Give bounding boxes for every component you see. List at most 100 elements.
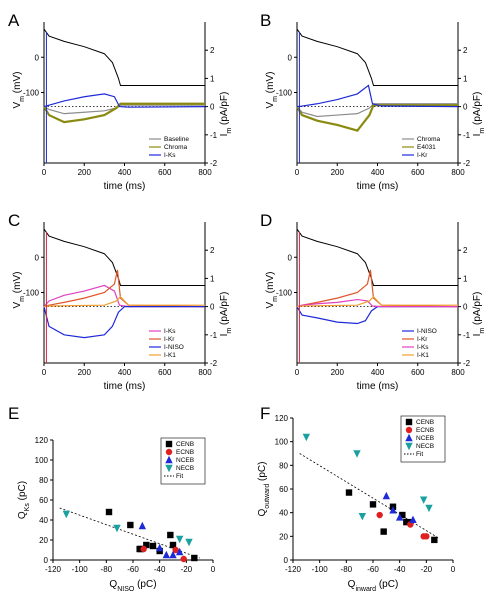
data-point-cenb (191, 554, 198, 562)
legend-label: I-Kr (164, 336, 175, 343)
x-tick-label: 800 (451, 368, 465, 377)
legend-marker (405, 433, 413, 442)
x-tick-label: 200 (78, 368, 92, 377)
y-axis-label-right: Im (pA/pF) (219, 292, 233, 337)
x-axis-label: QNISO (pC) (109, 579, 156, 593)
fit-line (59, 507, 200, 559)
series-chroma (43, 102, 205, 124)
panel-letter: E (8, 404, 19, 423)
data-point-ecnb (423, 533, 430, 540)
legend-label: Chroma (164, 144, 188, 151)
legend-marker (165, 448, 173, 456)
x-axis-label: time (ms) (357, 181, 399, 192)
data-point-cenb (169, 541, 177, 549)
x-tick-label: -20 (181, 565, 193, 574)
fit-line (299, 453, 440, 540)
x-tick-label: 800 (198, 368, 212, 377)
x-tick-label: -20 (421, 565, 433, 574)
voltage-trace (296, 228, 458, 286)
data-point-cenb (167, 531, 174, 539)
x-axis-label: time (ms) (357, 381, 399, 392)
y-tick-label: 100 (35, 456, 49, 465)
legend-label: NECB (176, 465, 194, 472)
x-tick-label: 400 (118, 168, 132, 177)
data-point-nceb (175, 547, 184, 556)
legend-marker (165, 464, 173, 473)
y-axis-label-left: Vm (mV) (12, 72, 26, 109)
y-axis-label-right: Im (pA/pF) (472, 292, 486, 337)
data-point-necb (185, 538, 193, 547)
y-axis-label: Qoutward (pC) (257, 462, 271, 517)
y-tick-label: 40 (279, 509, 288, 518)
y-tick-label-right: -1 (210, 131, 218, 140)
series-baseline (43, 104, 205, 115)
y-axis-label-left: Vm (mV) (265, 272, 279, 309)
y-tick-label-left: 0 (35, 253, 40, 262)
series-i-kr (296, 84, 459, 108)
data-point-cenb (380, 528, 387, 535)
voltage-trace (296, 28, 458, 86)
y-tick-label-right: 0 (210, 103, 215, 112)
legend-label: Fit (416, 451, 423, 458)
legend-label: ECNB (176, 449, 194, 456)
series-i-k1 (43, 295, 205, 308)
y-axis-label: QKs (pC) (17, 481, 31, 519)
legend-label: I-K1 (417, 352, 429, 359)
y-tick-label-left: 0 (35, 53, 40, 62)
y-tick-label: 20 (279, 532, 288, 541)
panel-d: D 0 200 400 600 800 0 -100 2 1 0 -1 -2 time (ms) Vm (m… (260, 211, 486, 392)
x-tick-label: 200 (78, 168, 92, 177)
data-point-cenb (143, 541, 150, 549)
data-point-ecnb (140, 545, 147, 553)
x-axis-label: time (ms) (104, 181, 146, 192)
x-tick-label: 600 (158, 168, 172, 177)
x-tick-label: -40 (154, 565, 166, 574)
data-point-nceb (409, 515, 417, 523)
legend-label: NCEB (416, 435, 434, 442)
y-tick-label: 60 (39, 496, 48, 505)
data-point-nceb (138, 521, 147, 530)
panel-letter: D (260, 211, 272, 230)
data-point-ecnb (376, 511, 383, 519)
series-i-niso (43, 306, 205, 339)
panel-letter: C (8, 211, 20, 230)
data-point-cenb (149, 542, 157, 550)
y-tick-label-right: -1 (210, 331, 218, 340)
y-tick-label-right: 1 (463, 274, 468, 283)
legend-marker (405, 418, 413, 426)
y-tick-label-right: 2 (210, 46, 215, 55)
series-i-ks (43, 93, 206, 108)
data-point-ecnb (172, 546, 179, 554)
series-i-ks (296, 298, 458, 308)
panel-f: F -120 -100 -80 -60 -40 -20 0 0 20 40 60 80 100 120 Qin… (257, 404, 456, 593)
legend-marker (405, 426, 413, 434)
legend-label: CENB (416, 419, 434, 426)
data-point-necb (353, 450, 361, 458)
legend-label: Chroma (417, 136, 441, 143)
legend-label: I-Ks (417, 344, 429, 351)
y-tick-label-left: 0 (288, 53, 293, 62)
y-axis-label-left: Vm (mV) (12, 272, 26, 309)
legend-marker (165, 440, 173, 448)
panel-a: A 0 200 400 600 800 0 -100 2 1 0 -1 -2 time (ms) Vm (m… (8, 11, 233, 192)
legend-label: I-Kr (417, 336, 428, 343)
data-point-nceb (389, 506, 397, 514)
data-point-cenb (105, 508, 113, 516)
y-tick-label-right: 2 (463, 46, 468, 55)
y-tick-label-right: -1 (463, 131, 471, 140)
data-point-nceb (382, 491, 391, 500)
data-point-necb (425, 504, 433, 513)
x-tick-label: 0 (451, 565, 456, 574)
x-tick-label: 600 (411, 368, 425, 377)
x-tick-label: 0 (211, 565, 216, 574)
y-tick-label-right: -2 (210, 359, 218, 368)
x-tick-label: 400 (371, 368, 385, 377)
y-tick-label-right: 2 (210, 246, 215, 255)
y-tick-label-right: 0 (210, 303, 215, 312)
x-tick-label: 0 (295, 168, 300, 177)
y-tick-label: 0 (284, 556, 289, 565)
x-tick-label: -80 (341, 565, 353, 574)
x-tick-label: -60 (367, 565, 379, 574)
